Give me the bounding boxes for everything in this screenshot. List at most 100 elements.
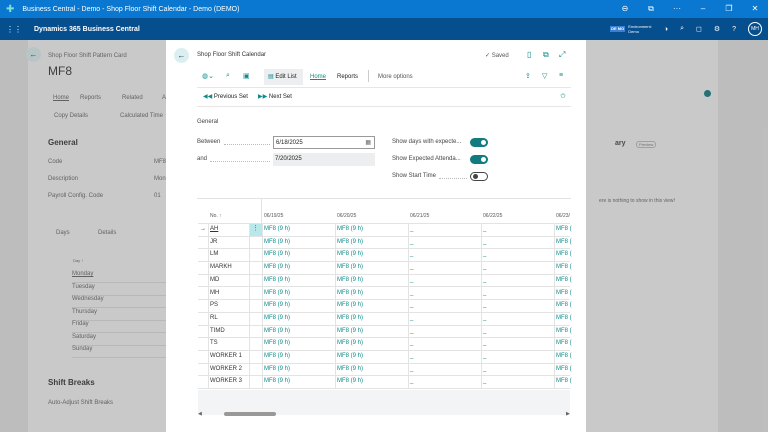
table-row[interactable]: WORKER 2 MF8 (9 h) MF8 (9 h) _ _ MF8 (: [198, 364, 572, 377]
cell-shift[interactable]: _: [410, 289, 414, 296]
cell-shift[interactable]: MF8 (: [556, 314, 572, 321]
table-row[interactable]: → ⋮ AH MF8 (9 h) MF8 (9 h) _ _ MF8 (: [198, 224, 572, 237]
table-row[interactable]: WORKER 1 MF8 (9 h) MF8 (9 h) _ _ MF8 (: [198, 351, 572, 364]
avatar[interactable]: MH: [748, 22, 762, 36]
close-icon[interactable]: ✕: [751, 4, 759, 13]
cell-shift[interactable]: _: [410, 276, 414, 283]
column-header-date[interactable]: 06/19/25: [264, 213, 284, 219]
cell-shift[interactable]: _: [483, 302, 487, 309]
cell-shift[interactable]: MF8 (: [556, 302, 572, 309]
cell-shift[interactable]: MF8 (9 h): [337, 314, 364, 321]
cell-shift[interactable]: MF8 (9 h): [337, 327, 364, 334]
cell-no[interactable]: MH: [210, 289, 220, 296]
cell-no[interactable]: MD: [210, 276, 220, 283]
environment-indicator[interactable]: DE MO Environment: Demo: [610, 24, 652, 34]
cell-shift[interactable]: _: [483, 264, 487, 271]
gear-icon[interactable]: ⚙: [713, 26, 721, 33]
cell-shift[interactable]: _: [410, 302, 414, 309]
cell-shift[interactable]: _: [410, 353, 414, 359]
cell-shift[interactable]: MF8 (9 h): [264, 302, 291, 309]
cell-shift[interactable]: MF8 (9 h): [264, 353, 291, 359]
toggle-show-days[interactable]: [470, 138, 488, 147]
cell-shift[interactable]: MF8 (9 h): [264, 251, 291, 258]
cell-shift[interactable]: _: [410, 251, 414, 258]
row-menu-icon[interactable]: ⋮: [249, 224, 262, 236]
cell-shift[interactable]: MF8 (9 h): [264, 378, 291, 385]
filter-icon[interactable]: ▽: [542, 73, 548, 80]
app-launcher-icon[interactable]: ⋮⋮: [6, 24, 22, 34]
cell-shift[interactable]: _: [483, 365, 487, 372]
bookmark-icon[interactable]: ▯: [527, 50, 532, 59]
edit-list-button[interactable]: ▤ Edit List: [264, 69, 303, 85]
cell-no[interactable]: WORKER 3: [210, 378, 243, 385]
cell-no[interactable]: RL: [210, 314, 218, 321]
cell-no[interactable]: TIMD: [210, 327, 225, 334]
restore-icon[interactable]: ❐: [725, 4, 733, 13]
share-icon[interactable]: ⧉: [648, 4, 654, 13]
pin-icon[interactable]: ✩: [560, 93, 566, 100]
search-icon[interactable]: ⌕: [680, 25, 684, 32]
views-icon[interactable]: ◍⌄: [202, 73, 214, 80]
table-row[interactable]: PS MF8 (9 h) MF8 (9 h) _ _ MF8 (: [198, 300, 572, 313]
calendar-icon[interactable]: ▦: [365, 140, 371, 146]
cell-shift[interactable]: _: [410, 264, 414, 271]
column-header-date[interactable]: 06/21/25: [410, 213, 430, 219]
cell-shift[interactable]: _: [483, 238, 487, 245]
cell-shift[interactable]: MF8 (9 h): [264, 327, 291, 334]
open-new-window-icon[interactable]: ⧉: [543, 50, 549, 59]
cell-no[interactable]: PS: [210, 302, 219, 309]
cell-shift[interactable]: _: [410, 327, 414, 334]
more-options[interactable]: More options: [378, 74, 413, 80]
cell-shift[interactable]: _: [410, 314, 414, 321]
help-icon[interactable]: ?: [732, 25, 736, 33]
column-header-date[interactable]: 06/20/25: [337, 213, 357, 219]
scroll-left-icon[interactable]: ◀: [198, 411, 202, 417]
toggle-show-start-time[interactable]: [470, 172, 488, 181]
next-set-button[interactable]: ▶▶ Next Set: [258, 93, 292, 100]
cell-shift[interactable]: MF8 (9 h): [264, 226, 291, 232]
table-row[interactable]: RL MF8 (9 h) MF8 (9 h) _ _ MF8 (: [198, 313, 572, 326]
cell-no[interactable]: WORKER 1: [210, 353, 243, 359]
cell-shift[interactable]: MF8 (9 h): [264, 238, 291, 245]
cell-shift[interactable]: _: [410, 340, 414, 347]
cell-shift[interactable]: _: [483, 251, 487, 258]
cell-shift[interactable]: MF8 (9 h): [264, 365, 291, 372]
cell-shift[interactable]: _: [483, 340, 487, 347]
cell-shift[interactable]: MF8 (9 h): [264, 264, 291, 271]
table-row[interactable]: JR MF8 (9 h) MF8 (9 h) _ _ MF8 (: [198, 237, 572, 250]
share-icon[interactable]: ⇪: [525, 73, 531, 80]
cell-shift[interactable]: MF8 (: [556, 251, 572, 258]
cell-shift[interactable]: MF8 (: [556, 365, 572, 372]
search-icon[interactable]: ⌕: [226, 72, 230, 79]
cell-shift[interactable]: MF8 (: [556, 289, 572, 296]
cell-shift[interactable]: MF8 (9 h): [337, 302, 364, 309]
cell-shift[interactable]: MF8 (9 h): [264, 289, 291, 296]
cell-shift[interactable]: MF8 (: [556, 276, 572, 283]
cell-shift[interactable]: MF8 (: [556, 340, 572, 347]
analysis-icon[interactable]: ▣: [243, 73, 250, 80]
cell-shift[interactable]: _: [483, 353, 487, 359]
cell-shift[interactable]: _: [483, 276, 487, 283]
cell-shift[interactable]: MF8 (9 h): [337, 251, 364, 258]
expand-icon[interactable]: ⤢: [559, 50, 566, 59]
table-row[interactable]: MH MF8 (9 h) MF8 (9 h) _ _ MF8 (: [198, 288, 572, 301]
cell-shift[interactable]: MF8 (: [556, 378, 572, 385]
cell-shift[interactable]: MF8 (9 h): [337, 276, 364, 283]
tab-home[interactable]: Home: [310, 74, 327, 80]
minimize-icon[interactable]: –: [700, 4, 706, 13]
cell-shift[interactable]: _: [410, 365, 414, 372]
cell-shift[interactable]: MF8 (9 h): [337, 238, 364, 245]
cell-shift[interactable]: MF8 (: [556, 353, 572, 359]
back-button[interactable]: ←: [174, 48, 189, 63]
cell-shift[interactable]: MF8 (9 h): [264, 276, 291, 283]
zoom-icon[interactable]: ⊖: [621, 4, 629, 13]
table-row[interactable]: MARKH MF8 (9 h) MF8 (9 h) _ _ MF8 (: [198, 262, 572, 275]
horizontal-scrollbar-thumb[interactable]: [224, 412, 276, 416]
cell-shift[interactable]: MF8 (9 h): [337, 289, 364, 296]
cell-shift[interactable]: MF8 (9 h): [337, 378, 364, 385]
bell-icon[interactable]: ◻: [696, 26, 702, 33]
column-header-no[interactable]: No. ↑: [210, 213, 222, 219]
table-row[interactable]: TIMD MF8 (9 h) MF8 (9 h) _ _ MF8 (: [198, 326, 572, 339]
list-layout-icon[interactable]: ≡: [559, 72, 564, 79]
cell-shift[interactable]: MF8 (: [556, 264, 572, 271]
